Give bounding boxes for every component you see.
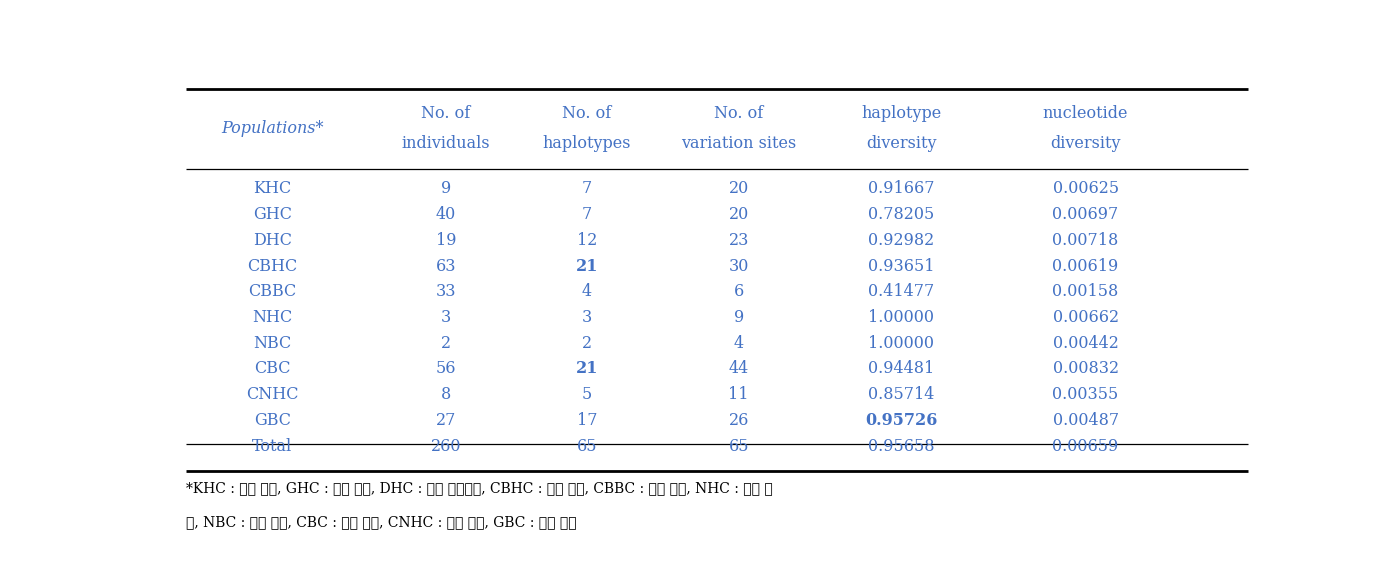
Text: 4: 4 [582,283,592,300]
Text: DHC: DHC [253,232,292,249]
Text: CNHC: CNHC [246,386,299,403]
Text: 0.00625: 0.00625 [1052,180,1119,198]
Text: 0.00659: 0.00659 [1052,438,1119,454]
Text: 0.00718: 0.00718 [1052,232,1119,249]
Text: 0.00832: 0.00832 [1052,361,1119,377]
Text: 44: 44 [729,361,748,377]
Text: 21: 21 [575,257,599,275]
Text: 0.00619: 0.00619 [1052,257,1119,275]
Text: 27: 27 [435,412,456,429]
Text: CBHC: CBHC [248,257,298,275]
Text: haplotypes: haplotypes [543,135,631,152]
Text: No. of: No. of [713,105,764,122]
Text: Populations*: Populations* [221,120,323,137]
Text: 7: 7 [582,180,592,198]
Text: 56: 56 [435,361,456,377]
Text: 19: 19 [435,232,456,249]
Text: *KHC : 경기 쥐소, GHC : 강원 쥐소, DHC : 강원 농가쥐소, CBHC : 충북 쥐소, CBBC : 충북 흑우, NHC : 충남 쥐: *KHC : 경기 쥐소, GHC : 강원 쥐소, DHC : 강원 농가쥐소… [186,482,772,495]
Text: 0.94481: 0.94481 [869,361,935,377]
Text: 26: 26 [729,412,748,429]
Text: CBBC: CBBC [249,283,297,300]
Text: variation sites: variation sites [681,135,796,152]
Text: 20: 20 [729,180,748,198]
Text: No. of: No. of [562,105,611,122]
Text: 30: 30 [729,257,748,275]
Text: 0.00697: 0.00697 [1052,206,1119,223]
Text: diversity: diversity [866,135,936,152]
Text: 0.00158: 0.00158 [1052,283,1119,300]
Text: 3: 3 [582,309,592,326]
Text: GHC: GHC [253,206,292,223]
Text: Total: Total [252,438,292,454]
Text: 12: 12 [576,232,597,249]
Text: 33: 33 [435,283,456,300]
Text: 65: 65 [729,438,748,454]
Text: No. of: No. of [421,105,470,122]
Text: 0.93651: 0.93651 [867,257,935,275]
Text: 63: 63 [435,257,456,275]
Text: 65: 65 [576,438,597,454]
Text: GBC: GBC [255,412,291,429]
Text: 1.00000: 1.00000 [869,335,935,352]
Text: 4: 4 [733,335,744,352]
Text: 0.95726: 0.95726 [865,412,937,429]
Text: 3: 3 [441,309,450,326]
Text: nucleotide: nucleotide [1042,105,1129,122]
Text: 7: 7 [582,206,592,223]
Text: 0.00487: 0.00487 [1052,412,1119,429]
Text: 0.41477: 0.41477 [869,283,935,300]
Text: 소, NBC : 충남 흑우, CBC : 전북 쥐소, CNHC : 전남 쥐소, GBC : 경북 쥐소: 소, NBC : 충남 흑우, CBC : 전북 쥐소, CNHC : 전남 쥐… [186,515,576,529]
Text: haplotype: haplotype [862,105,942,122]
Text: 40: 40 [436,206,456,223]
Text: CBC: CBC [255,361,291,377]
Text: 0.00355: 0.00355 [1052,386,1119,403]
Text: 23: 23 [729,232,748,249]
Text: 0.85714: 0.85714 [869,386,935,403]
Text: NBC: NBC [253,335,291,352]
Text: KHC: KHC [253,180,291,198]
Text: 21: 21 [575,361,599,377]
Text: NHC: NHC [252,309,292,326]
Text: 0.92982: 0.92982 [869,232,935,249]
Text: 0.78205: 0.78205 [869,206,935,223]
Text: 17: 17 [576,412,597,429]
Text: 2: 2 [441,335,450,352]
Text: 0.95658: 0.95658 [867,438,935,454]
Text: 1.00000: 1.00000 [869,309,935,326]
Text: 0.00662: 0.00662 [1052,309,1119,326]
Text: 11: 11 [729,386,748,403]
Text: diversity: diversity [1051,135,1121,152]
Text: 9: 9 [441,180,450,198]
Text: 9: 9 [733,309,744,326]
Text: 260: 260 [431,438,462,454]
Text: individuals: individuals [402,135,490,152]
Text: 0.91667: 0.91667 [867,180,935,198]
Text: 8: 8 [441,386,450,403]
Text: 0.00442: 0.00442 [1052,335,1119,352]
Text: 6: 6 [733,283,744,300]
Text: 20: 20 [729,206,748,223]
Text: 5: 5 [582,386,592,403]
Text: 2: 2 [582,335,592,352]
